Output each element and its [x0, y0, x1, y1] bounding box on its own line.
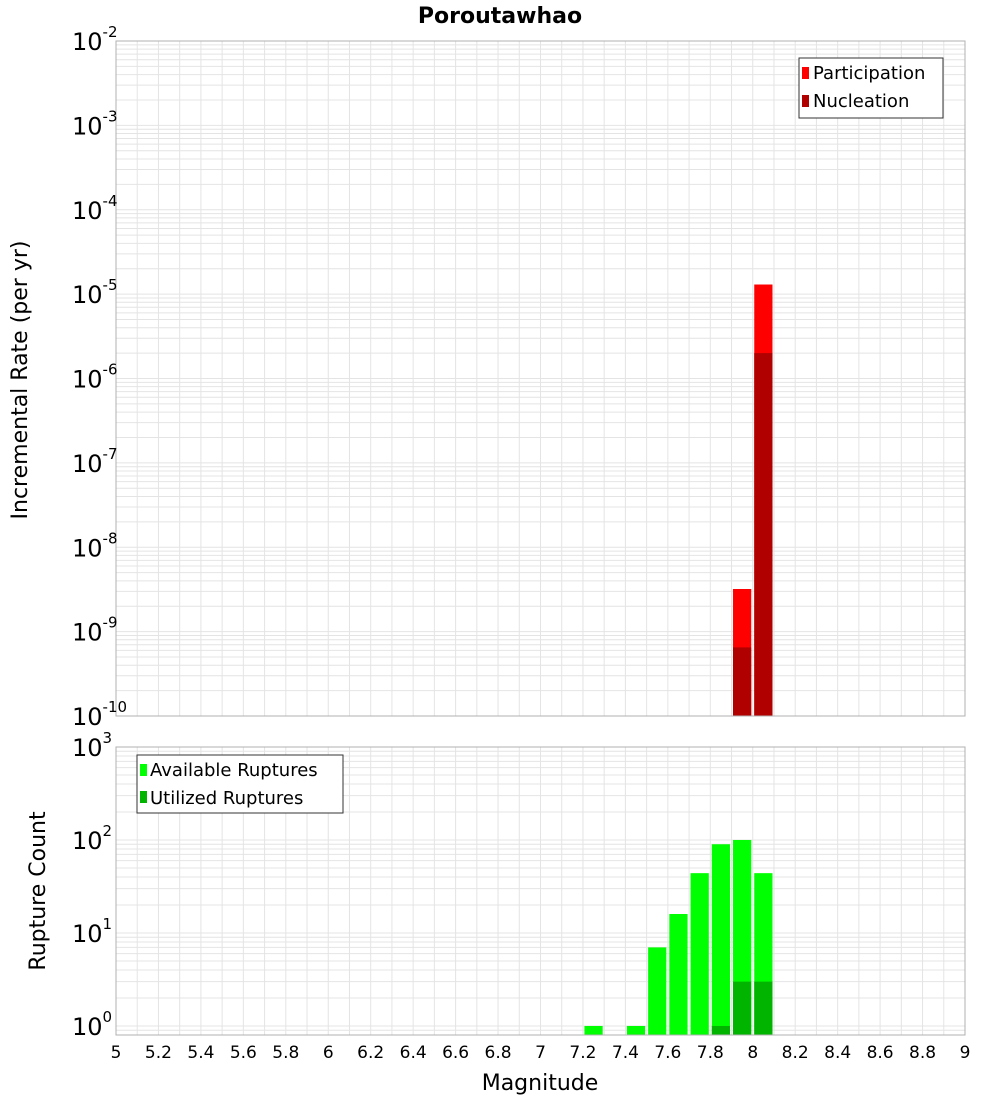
nucleation-bar — [733, 647, 752, 716]
available-legend-label: Available Ruptures — [150, 760, 318, 781]
count-panel: 100 101 102 103 5 5.2 5.4 5.6 5.8 6 6.2 6.4 6.6 6.8 7… — [26, 729, 970, 1096]
rate-plot-frame — [115, 40, 966, 717]
nucleation-bar — [754, 353, 773, 716]
available-ruptures-bar — [584, 1025, 603, 1035]
rate-y-tick-label: 10-7 — [72, 445, 118, 478]
available-legend-swatch — [140, 764, 147, 776]
rate-legend-box — [798, 57, 944, 119]
nucleation-legend-swatch — [802, 95, 809, 107]
available-ruptures-bar — [711, 844, 731, 1035]
rate-panel: 10-10 10-9 10-8 10-7 10-6 10-5 10-4 10-3 10-2 In… — [8, 23, 966, 731]
rate-y-tick-label: 10-9 — [72, 614, 118, 647]
count-y-axis-label: Rupture Count — [26, 811, 51, 971]
x-tick-label: 5.2 — [145, 1043, 172, 1063]
count-y-tick-label: 102 — [72, 822, 112, 855]
count-y-ticks: 100 101 102 103 — [72, 729, 112, 1041]
x-tick-label: 8.4 — [824, 1043, 851, 1063]
x-tick-label: 7.8 — [697, 1043, 724, 1063]
rate-legend: Participation Nucleation — [798, 57, 944, 119]
rate-bars — [733, 284, 773, 716]
participation-legend-label: Participation — [813, 63, 925, 84]
available-ruptures-bar — [690, 873, 709, 1035]
x-tick-label: 9 — [960, 1043, 971, 1063]
available-ruptures-bar — [626, 1025, 646, 1035]
rate-y-tick-label: 10-4 — [72, 192, 118, 225]
x-tick-label: 6.6 — [442, 1043, 469, 1063]
x-tick-label: 6 — [323, 1043, 334, 1063]
rate-y-tick-label: 10-10 — [72, 698, 127, 731]
count-legend-box — [136, 754, 344, 814]
x-tick-label: 8.8 — [909, 1043, 936, 1063]
rate-y-tick-label: 10-3 — [72, 107, 118, 140]
count-bars — [584, 839, 773, 1035]
magnitude-x-ticks: 5 5.2 5.4 5.6 5.8 6 6.2 6.4 6.6 6.8 7 7.2 7.4 7.6 7.8 8… — [111, 1043, 971, 1063]
utilized-legend-label: Utilized Ruptures — [150, 788, 303, 809]
rate-y-axis-label: Incremental Rate (per yr) — [8, 241, 33, 520]
x-tick-label: 7.6 — [654, 1043, 681, 1063]
rate-gridlines — [115, 41, 966, 717]
utilized-ruptures-bar — [711, 1025, 731, 1035]
count-y-tick-label: 103 — [72, 729, 112, 762]
count-y-tick-label: 101 — [72, 915, 112, 948]
x-tick-label: 7 — [535, 1043, 546, 1063]
x-tick-label: 6.4 — [400, 1043, 427, 1063]
participation-legend-swatch — [802, 67, 809, 79]
utilized-legend-swatch — [140, 791, 147, 803]
x-tick-label: 7.4 — [612, 1043, 639, 1063]
rate-y-tick-label: 10-6 — [72, 361, 118, 394]
x-tick-label: 8 — [747, 1043, 758, 1063]
x-tick-label: 8.6 — [867, 1043, 894, 1063]
utilized-ruptures-bar — [754, 981, 773, 1035]
x-tick-label: 6.8 — [485, 1043, 512, 1063]
x-tick-label: 5.4 — [187, 1043, 214, 1063]
nucleation-legend-label: Nucleation — [813, 91, 909, 112]
rate-y-tick-label: 10-8 — [72, 529, 118, 562]
utilized-ruptures-bar — [733, 981, 752, 1035]
rate-y-ticks: 10-10 10-9 10-8 10-7 10-6 10-5 10-4 10-3 10-2 — [72, 23, 127, 731]
rate-y-tick-label: 10-2 — [72, 23, 118, 56]
x-tick-label: 8.2 — [782, 1043, 809, 1063]
x-tick-label: 5 — [111, 1043, 122, 1063]
x-tick-label: 7.2 — [569, 1043, 596, 1063]
available-ruptures-bar — [669, 914, 688, 1035]
x-tick-label: 6.2 — [357, 1043, 384, 1063]
x-tick-label: 5.6 — [230, 1043, 257, 1063]
available-ruptures-bar — [648, 947, 667, 1035]
rate-y-tick-label: 10-5 — [72, 276, 118, 309]
magnitude-x-axis-label: Magnitude — [482, 1071, 599, 1096]
count-y-tick-label: 100 — [72, 1008, 112, 1041]
count-legend: Available Ruptures Utilized Ruptures — [136, 754, 344, 814]
x-tick-label: 5.8 — [272, 1043, 299, 1063]
chart-title: Poroutawhao — [418, 4, 582, 29]
count-plot-frame — [115, 746, 966, 1036]
